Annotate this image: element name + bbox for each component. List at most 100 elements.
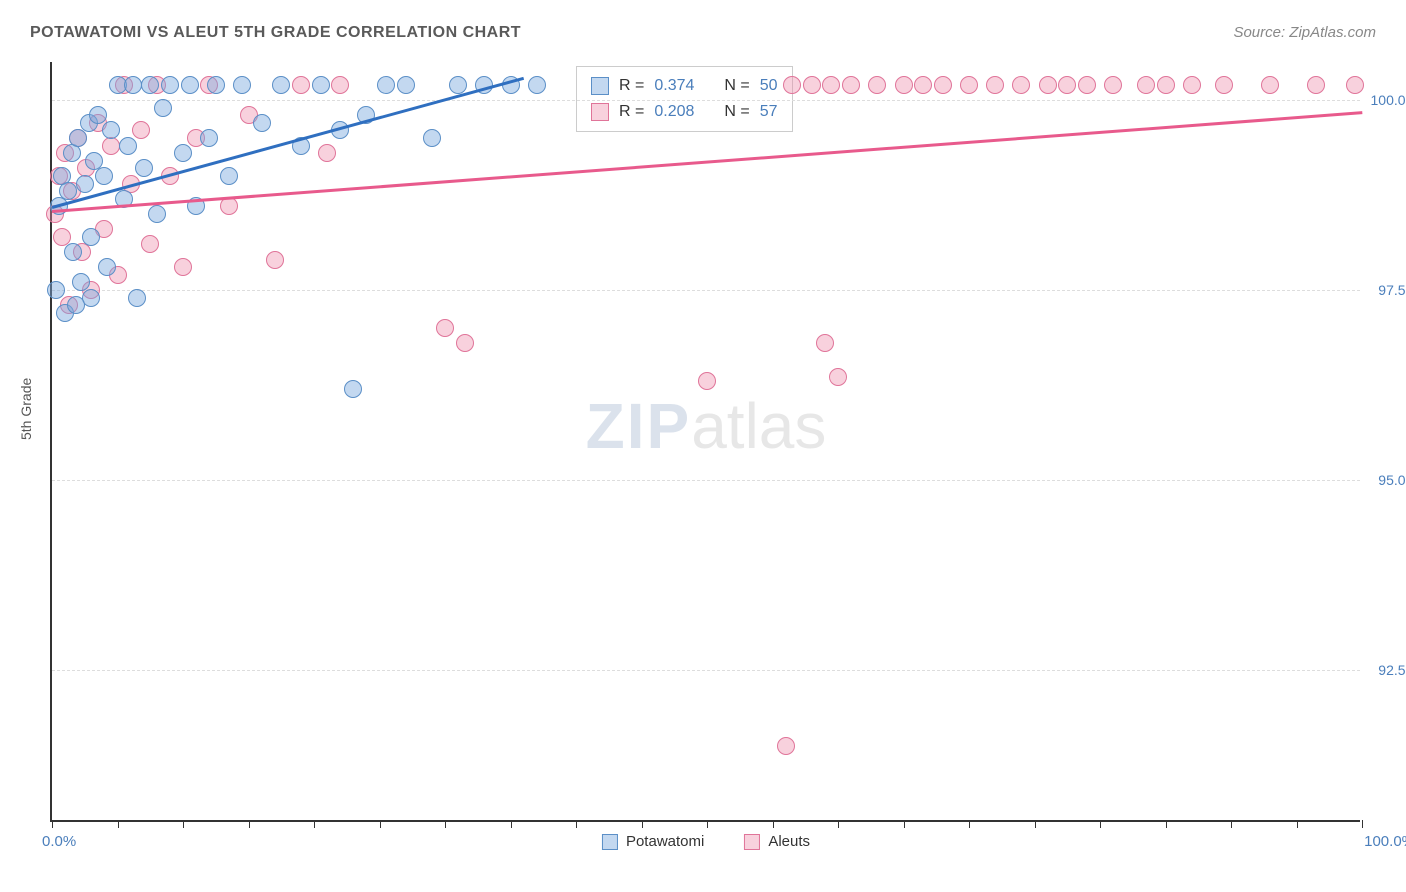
y-tick-label: 97.5%	[1378, 282, 1406, 298]
x-tick	[838, 820, 839, 828]
data-point	[816, 334, 834, 352]
data-point	[174, 144, 192, 162]
x-tick	[707, 820, 708, 828]
x-tick	[773, 820, 774, 828]
data-point	[1058, 76, 1076, 94]
legend-row-aleuts: R = 0.208 N = 57	[591, 99, 778, 125]
data-point	[82, 228, 100, 246]
data-point	[698, 372, 716, 390]
x-tick	[511, 820, 512, 828]
data-point	[1137, 76, 1155, 94]
data-point	[1104, 76, 1122, 94]
data-point	[822, 76, 840, 94]
gridline	[52, 290, 1360, 291]
data-point	[895, 76, 913, 94]
data-point	[292, 76, 310, 94]
gridline	[52, 480, 1360, 481]
data-point	[174, 258, 192, 276]
data-point	[220, 197, 238, 215]
x-tick	[314, 820, 315, 828]
x-tick	[249, 820, 250, 828]
data-point	[803, 76, 821, 94]
x-tick	[183, 820, 184, 828]
data-point	[59, 182, 77, 200]
legend-swatch-icon	[744, 834, 760, 850]
data-point	[829, 368, 847, 386]
legend-label-aleuts: Aleuts	[768, 833, 810, 850]
data-point	[266, 251, 284, 269]
data-point	[102, 121, 120, 139]
data-point	[141, 76, 159, 94]
x-tick	[52, 820, 53, 828]
data-point	[220, 167, 238, 185]
data-point	[253, 114, 271, 132]
gridline	[52, 100, 1360, 101]
data-point	[331, 76, 349, 94]
n-label: N =	[724, 73, 749, 99]
legend-label-potawatomi: Potawatomi	[626, 833, 704, 850]
data-point	[233, 76, 251, 94]
data-point	[128, 289, 146, 307]
data-point	[64, 243, 82, 261]
data-point	[423, 129, 441, 147]
y-tick-label: 95.0%	[1378, 472, 1406, 488]
data-point	[344, 380, 362, 398]
watermark-atlas: atlas	[691, 390, 826, 462]
data-point	[47, 281, 65, 299]
r-label: R =	[619, 99, 644, 125]
y-axis-title: 5th Grade	[18, 378, 34, 440]
legend-item-potawatomi: Potawatomi	[602, 833, 704, 850]
data-point	[914, 76, 932, 94]
data-point	[95, 167, 113, 185]
data-point	[98, 258, 116, 276]
data-point	[200, 129, 218, 147]
x-tick	[1362, 820, 1363, 828]
data-point	[272, 76, 290, 94]
data-point	[986, 76, 1004, 94]
data-point	[69, 129, 87, 147]
data-point	[397, 76, 415, 94]
data-point	[119, 137, 137, 155]
x-tick	[1297, 820, 1298, 828]
data-point	[141, 235, 159, 253]
data-point	[132, 121, 150, 139]
data-point	[82, 289, 100, 307]
data-point	[124, 76, 142, 94]
data-point	[528, 76, 546, 94]
y-tick-label: 100.0%	[1371, 92, 1406, 108]
correlation-legend: R = 0.374 N = 50 R = 0.208 N = 57	[576, 66, 793, 132]
watermark: ZIPatlas	[586, 389, 827, 463]
data-point	[1346, 76, 1364, 94]
data-point	[960, 76, 978, 94]
data-point	[783, 76, 801, 94]
data-point	[436, 319, 454, 337]
x-tick	[969, 820, 970, 828]
x-tick	[118, 820, 119, 828]
data-point	[449, 76, 467, 94]
data-point	[777, 737, 795, 755]
data-point	[1012, 76, 1030, 94]
chart-title: POTAWATOMI VS ALEUT 5TH GRADE CORRELATIO…	[30, 24, 521, 42]
x-tick	[1035, 820, 1036, 828]
x-tick	[380, 820, 381, 828]
data-point	[1039, 76, 1057, 94]
data-point	[207, 76, 225, 94]
data-point	[154, 99, 172, 117]
data-point	[318, 144, 336, 162]
r-value-aleuts: 0.208	[654, 99, 694, 125]
data-point	[148, 205, 166, 223]
scatter-plot-area: ZIPatlas 0.0% 100.0% R = 0.374 N = 50 R …	[50, 62, 1360, 822]
legend-item-aleuts: Aleuts	[744, 833, 810, 850]
data-point	[76, 175, 94, 193]
legend-swatch-icon	[602, 834, 618, 850]
x-tick	[445, 820, 446, 828]
x-tick	[1166, 820, 1167, 828]
data-point	[377, 76, 395, 94]
data-point	[1078, 76, 1096, 94]
data-point	[456, 334, 474, 352]
series-legend: Potawatomi Aleuts	[602, 833, 810, 850]
x-tick	[1231, 820, 1232, 828]
data-point	[1215, 76, 1233, 94]
data-point	[161, 76, 179, 94]
x-axis-min-label: 0.0%	[42, 833, 76, 850]
